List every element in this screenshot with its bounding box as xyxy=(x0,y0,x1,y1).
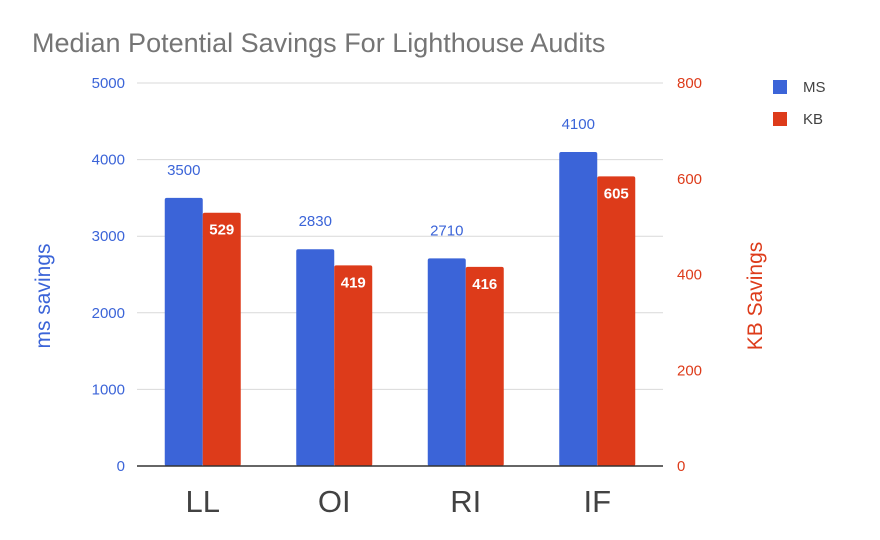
left-tick-label-0: 0 xyxy=(117,458,125,475)
data-label-ms-oi: 2830 xyxy=(299,213,332,230)
bar-kb-ri xyxy=(465,266,504,466)
legend: MS KB xyxy=(773,79,826,128)
bar-ms-ll xyxy=(164,197,203,466)
legend-swatch-ms xyxy=(773,80,787,94)
bar-kb-oi xyxy=(334,265,373,466)
left-tick-label-4000: 4000 xyxy=(92,152,125,169)
left-axis-title: ms savings xyxy=(32,243,55,348)
bar-kb-if xyxy=(597,176,636,466)
bar-ms-ri xyxy=(427,258,466,466)
axes: 0 1000 2000 3000 4000 5000 0 200 400 600 800 LL OI RI… xyxy=(92,75,702,519)
category-label-oi: OI xyxy=(318,484,351,519)
right-tick-label-0: 0 xyxy=(677,458,685,475)
category-label-ll: LL xyxy=(186,484,220,519)
category-label-if: IF xyxy=(583,484,611,519)
data-label-kb-ri: 416 xyxy=(472,276,497,293)
right-tick-label-200: 200 xyxy=(677,362,702,379)
data-labels: 3500 529 2830 419 2710 416 4100 605 xyxy=(167,116,629,293)
left-tick-label-3000: 3000 xyxy=(92,228,125,245)
data-label-kb-oi: 419 xyxy=(341,274,366,291)
chart-title: Median Potential Savings For Lighthouse … xyxy=(32,28,605,58)
bars xyxy=(164,151,636,466)
data-label-ms-ll: 3500 xyxy=(167,162,200,179)
left-tick-label-1000: 1000 xyxy=(92,381,125,398)
right-axis-title: KB Savings xyxy=(744,242,767,351)
right-tick-label-400: 400 xyxy=(677,267,702,284)
data-label-kb-ll: 529 xyxy=(209,222,234,239)
data-label-ms-if: 4100 xyxy=(562,116,595,133)
bar-ms-if xyxy=(559,151,598,466)
data-label-kb-if: 605 xyxy=(604,185,629,202)
legend-label-kb: KB xyxy=(803,111,823,128)
left-tick-label-5000: 5000 xyxy=(92,75,125,92)
bar-kb-ll xyxy=(202,212,241,466)
legend-label-ms: MS xyxy=(803,79,826,96)
left-tick-label-2000: 2000 xyxy=(92,305,125,322)
right-tick-label-600: 600 xyxy=(677,171,702,188)
right-tick-label-800: 800 xyxy=(677,75,702,92)
category-label-ri: RI xyxy=(450,484,481,519)
bar-ms-oi xyxy=(296,249,335,466)
data-label-ms-ri: 2710 xyxy=(430,222,463,239)
legend-swatch-kb xyxy=(773,112,787,126)
